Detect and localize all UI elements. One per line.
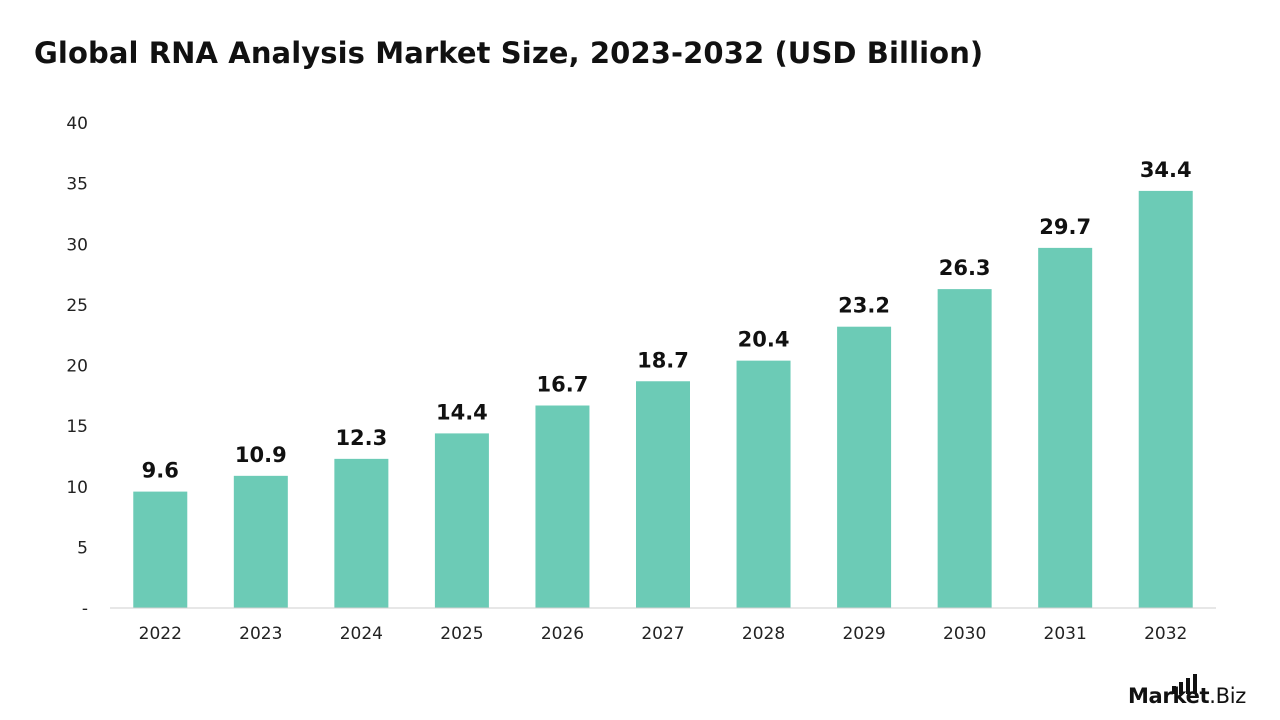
- bar-2026: [535, 405, 590, 608]
- x-tick-label: 2028: [742, 624, 785, 644]
- data-labels: 9.6 10.9 12.3 14.4 16.7 18.7 20.4 23.2 26.3 29.7 3…: [142, 158, 1192, 483]
- y-tick-label: 25: [66, 296, 88, 316]
- data-label: 20.4: [738, 328, 790, 352]
- y-tick-label: 5: [77, 538, 88, 558]
- chart-title: Global RNA Analysis Market Size, 2023-20…: [34, 36, 984, 70]
- data-label: 12.3: [335, 426, 387, 450]
- x-tick-label: 2023: [239, 624, 282, 644]
- bar-2032: [1138, 190, 1193, 608]
- y-tick-label: 30: [66, 235, 88, 255]
- data-label: 29.7: [1039, 215, 1091, 239]
- x-tick-label: 2024: [340, 624, 383, 644]
- data-label: 10.9: [235, 443, 287, 467]
- bar-2027: [636, 381, 690, 608]
- x-axis: 2022 2023 2024 2025 2026 2027 2028 2029 2030 2031…: [139, 624, 1188, 644]
- data-label: 16.7: [537, 373, 589, 397]
- data-label: 9.6: [142, 459, 179, 483]
- brand-name-bold: Market: [1127, 684, 1210, 708]
- y-tick-label: 15: [66, 417, 88, 437]
- bar-2029: [837, 326, 892, 608]
- y-tick-label: -: [82, 599, 88, 619]
- data-label: 34.4: [1140, 158, 1192, 182]
- bar-2023: [233, 475, 288, 608]
- bar-2031: [1038, 247, 1093, 608]
- bar-2024: [334, 458, 389, 608]
- bar-2028: [736, 360, 791, 608]
- x-tick-label: 2026: [541, 624, 584, 644]
- x-tick-label: 2027: [641, 624, 684, 644]
- bar-2030: [937, 289, 992, 608]
- bar-2025: [434, 433, 489, 608]
- brand-name: Market.Biz: [1128, 684, 1246, 708]
- y-tick-label: 20: [66, 357, 88, 377]
- bar-2022: [133, 491, 188, 608]
- x-tick-label: 2032: [1144, 624, 1187, 644]
- x-tick-label: 2031: [1044, 624, 1087, 644]
- y-tick-label: 35: [66, 175, 88, 195]
- data-label: 23.2: [838, 294, 890, 318]
- y-axis: - 5 10 15 20 25 30 35 40: [66, 114, 88, 619]
- x-tick-label: 2030: [943, 624, 986, 644]
- y-tick-label: 10: [66, 478, 88, 498]
- brand-name-light: .Biz: [1209, 684, 1246, 708]
- y-tick-label: 40: [66, 114, 88, 134]
- x-tick-label: 2029: [842, 624, 885, 644]
- x-tick-label: 2022: [139, 624, 182, 644]
- data-label: 26.3: [939, 256, 991, 280]
- x-tick-label: 2025: [440, 624, 483, 644]
- bars: [133, 190, 1193, 608]
- data-label: 14.4: [436, 400, 488, 424]
- bar-signal-icon: [1172, 674, 1197, 694]
- data-label: 18.7: [637, 348, 689, 372]
